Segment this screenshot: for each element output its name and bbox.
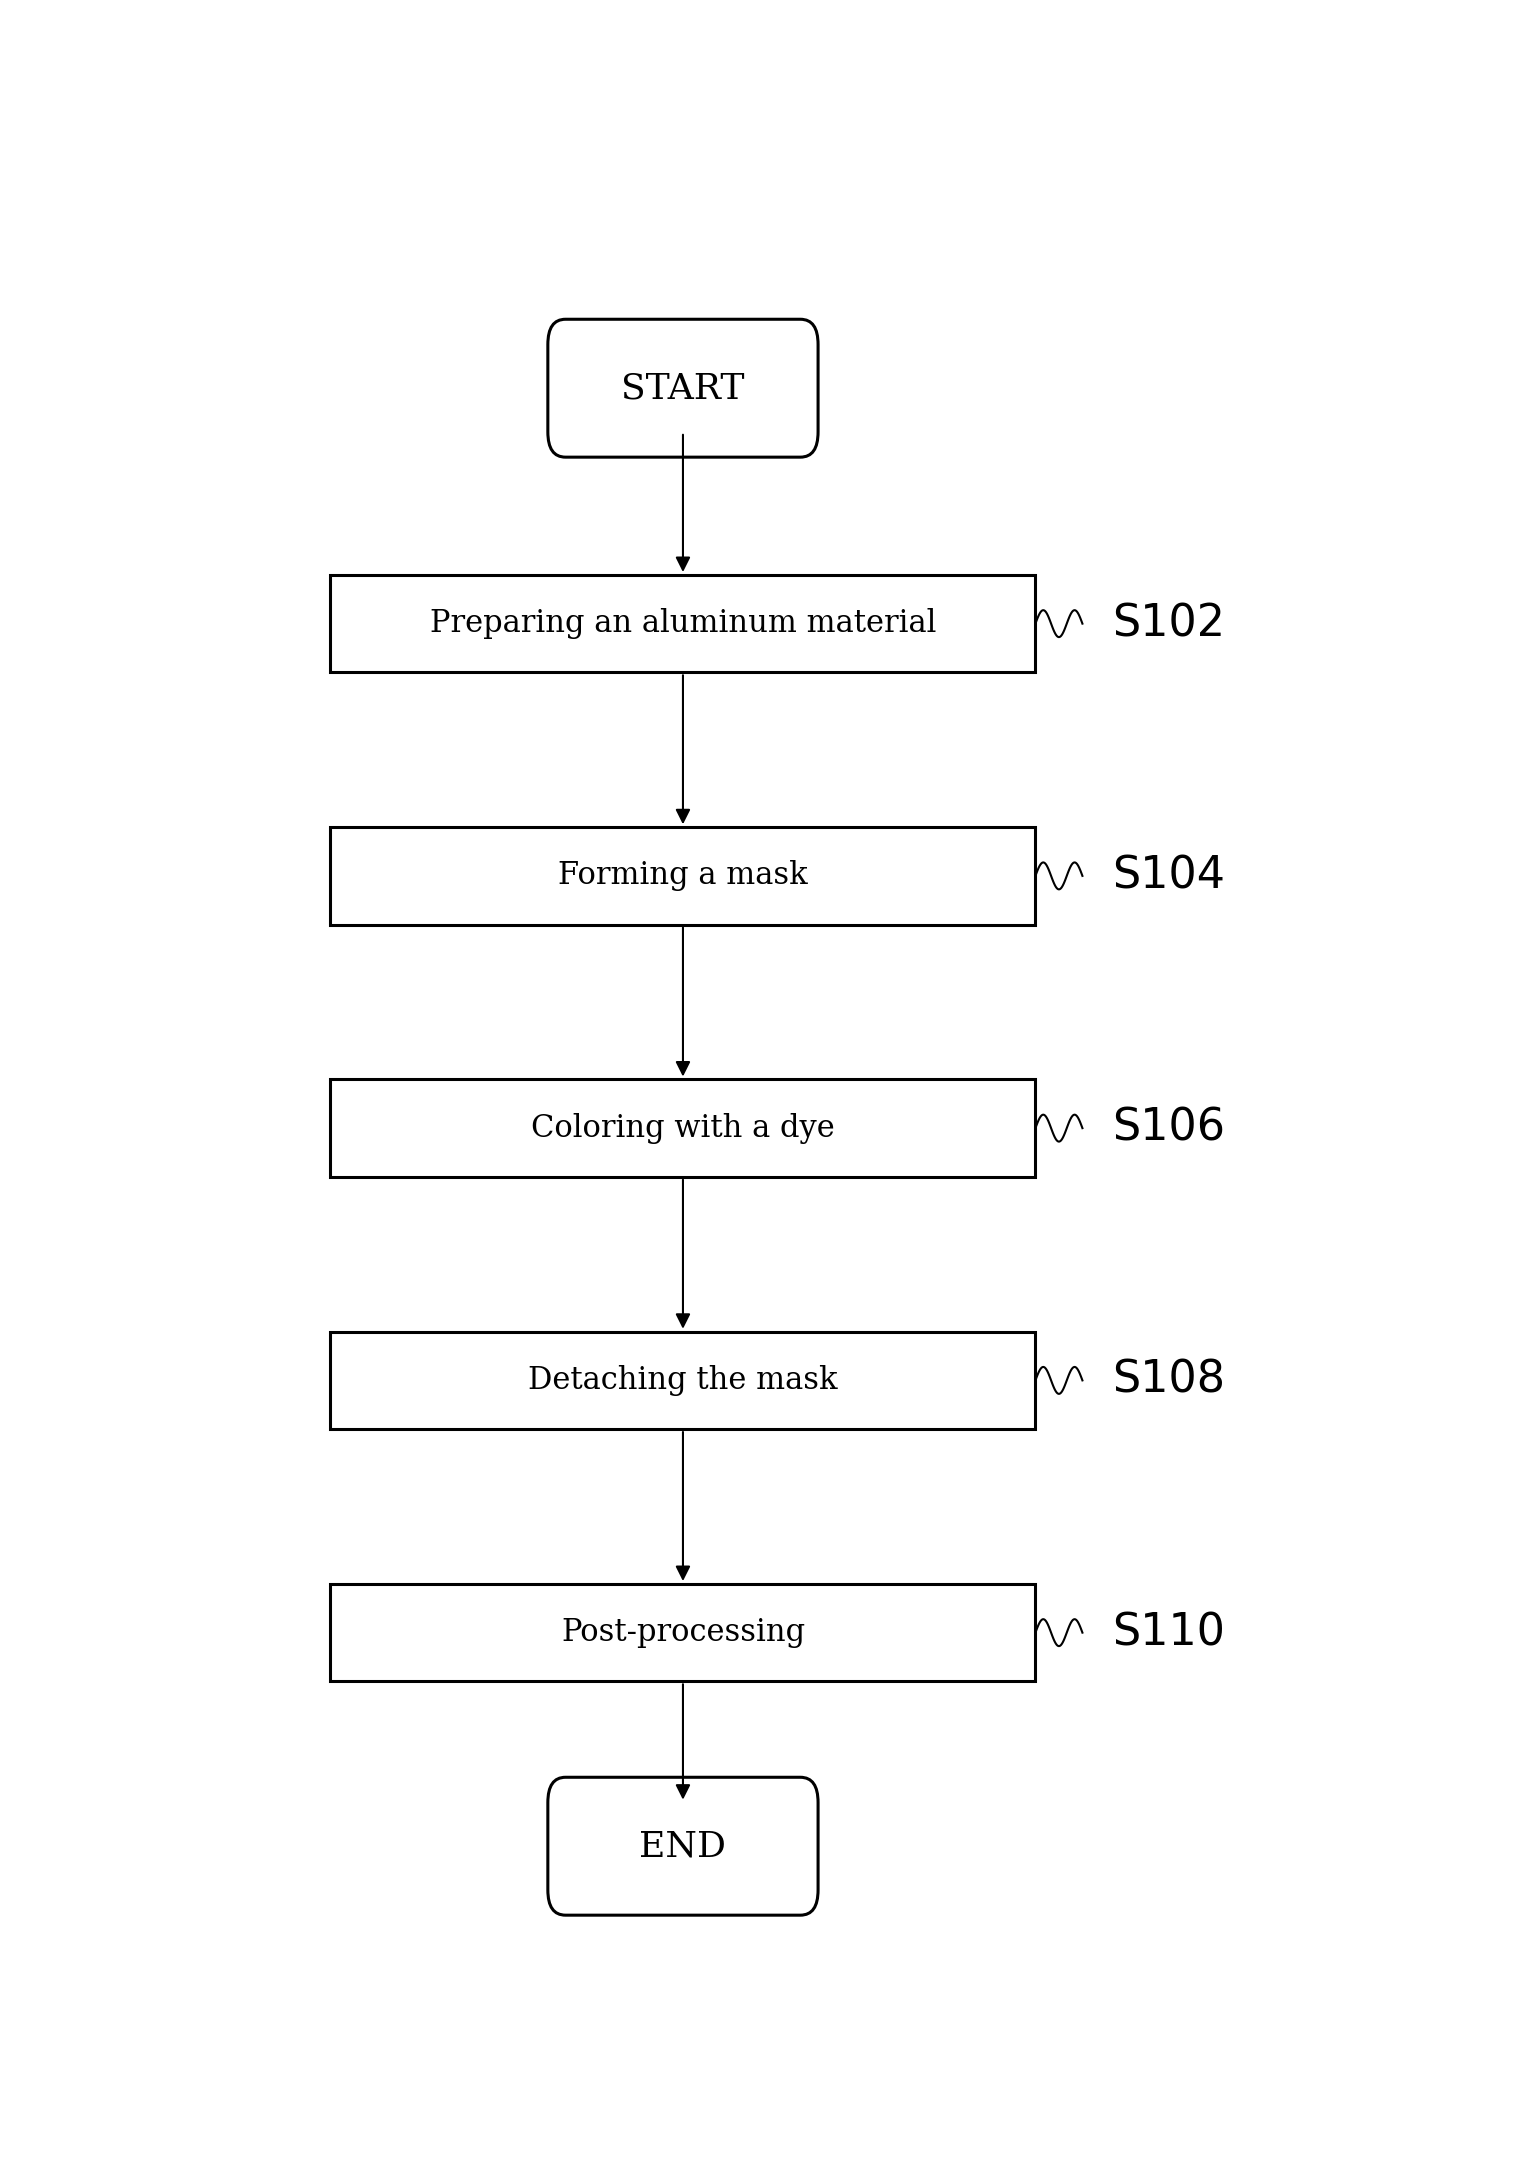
- Text: S110: S110: [1111, 1612, 1225, 1653]
- Text: Forming a mask: Forming a mask: [558, 860, 808, 891]
- Text: S104: S104: [1111, 854, 1225, 898]
- Text: Preparing an aluminum material: Preparing an aluminum material: [429, 607, 937, 640]
- Text: Post-processing: Post-processing: [561, 1616, 805, 1649]
- Text: Coloring with a dye: Coloring with a dye: [531, 1112, 835, 1144]
- Text: START: START: [622, 371, 744, 406]
- FancyBboxPatch shape: [547, 319, 819, 456]
- Text: S106: S106: [1111, 1107, 1225, 1149]
- Text: S108: S108: [1111, 1358, 1225, 1402]
- Text: Detaching the mask: Detaching the mask: [528, 1365, 838, 1396]
- FancyBboxPatch shape: [330, 1079, 1035, 1177]
- FancyBboxPatch shape: [330, 828, 1035, 924]
- Text: S102: S102: [1111, 603, 1225, 644]
- Text: END: END: [640, 1830, 726, 1863]
- FancyBboxPatch shape: [330, 1583, 1035, 1682]
- FancyBboxPatch shape: [547, 1778, 819, 1915]
- FancyBboxPatch shape: [330, 574, 1035, 673]
- FancyBboxPatch shape: [330, 1332, 1035, 1428]
